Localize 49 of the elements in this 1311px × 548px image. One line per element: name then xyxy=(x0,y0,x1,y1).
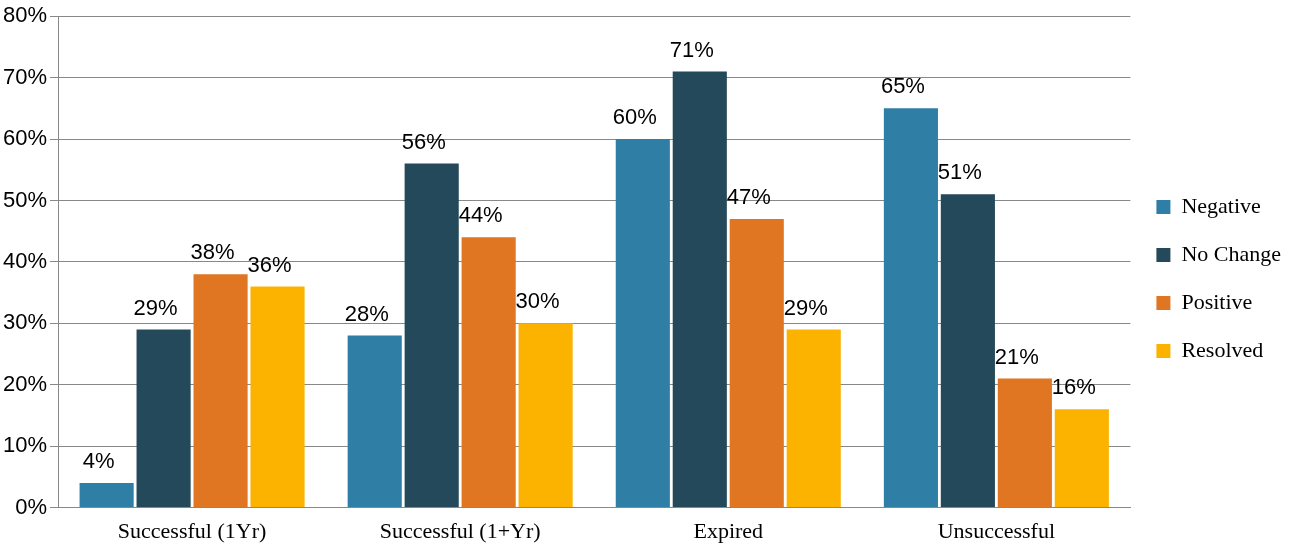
y-tick-label: 40% xyxy=(2,247,48,273)
bar xyxy=(250,286,305,508)
x-tick-label: Successful (1Yr) xyxy=(117,517,267,543)
data-label: 21% xyxy=(994,343,1039,369)
bar xyxy=(729,218,784,508)
y-tick-label: 20% xyxy=(2,370,48,396)
data-label: 44% xyxy=(458,202,503,228)
bar xyxy=(193,274,248,508)
y-tick-label: 10% xyxy=(2,432,48,458)
bar xyxy=(883,108,938,508)
legend-label: No Change xyxy=(1181,240,1281,266)
bar xyxy=(1054,409,1109,508)
y-tick-label: 80% xyxy=(2,2,48,28)
data-label: 36% xyxy=(247,251,292,277)
bar xyxy=(404,163,459,508)
data-label: 60% xyxy=(612,104,657,130)
data-label: 29% xyxy=(133,294,178,320)
data-label: 47% xyxy=(726,183,771,209)
y-tick-label: 50% xyxy=(2,186,48,212)
data-label: 65% xyxy=(880,73,925,99)
data-label: 30% xyxy=(515,288,560,314)
data-label: 16% xyxy=(1051,374,1096,400)
bar xyxy=(461,237,516,508)
data-label: 28% xyxy=(344,300,389,326)
bar xyxy=(79,483,134,508)
data-label: 38% xyxy=(190,239,235,265)
bar xyxy=(997,378,1052,508)
x-tick-label: Unsuccessful xyxy=(937,517,1056,543)
bar xyxy=(672,71,727,508)
bar xyxy=(786,329,841,508)
bar xyxy=(136,329,191,508)
legend-label: Negative xyxy=(1181,192,1261,218)
data-label: 29% xyxy=(783,294,828,320)
bar xyxy=(347,335,402,508)
legend-label: Resolved xyxy=(1181,336,1264,362)
data-label: 51% xyxy=(937,159,982,185)
bar xyxy=(518,323,573,508)
data-label: 71% xyxy=(669,36,714,62)
bar xyxy=(940,194,995,508)
y-tick-label: 70% xyxy=(2,63,48,89)
bar xyxy=(615,139,670,508)
data-label: 56% xyxy=(401,128,446,154)
x-tick-label: Expired xyxy=(693,517,764,543)
y-tick-label: 60% xyxy=(2,125,48,151)
data-label: 4% xyxy=(82,448,115,474)
y-tick-label: 30% xyxy=(2,309,48,335)
legend-label: Positive xyxy=(1181,288,1253,314)
y-tick-label: 0% xyxy=(15,493,48,519)
x-tick-label: Successful (1+Yr) xyxy=(379,517,541,543)
